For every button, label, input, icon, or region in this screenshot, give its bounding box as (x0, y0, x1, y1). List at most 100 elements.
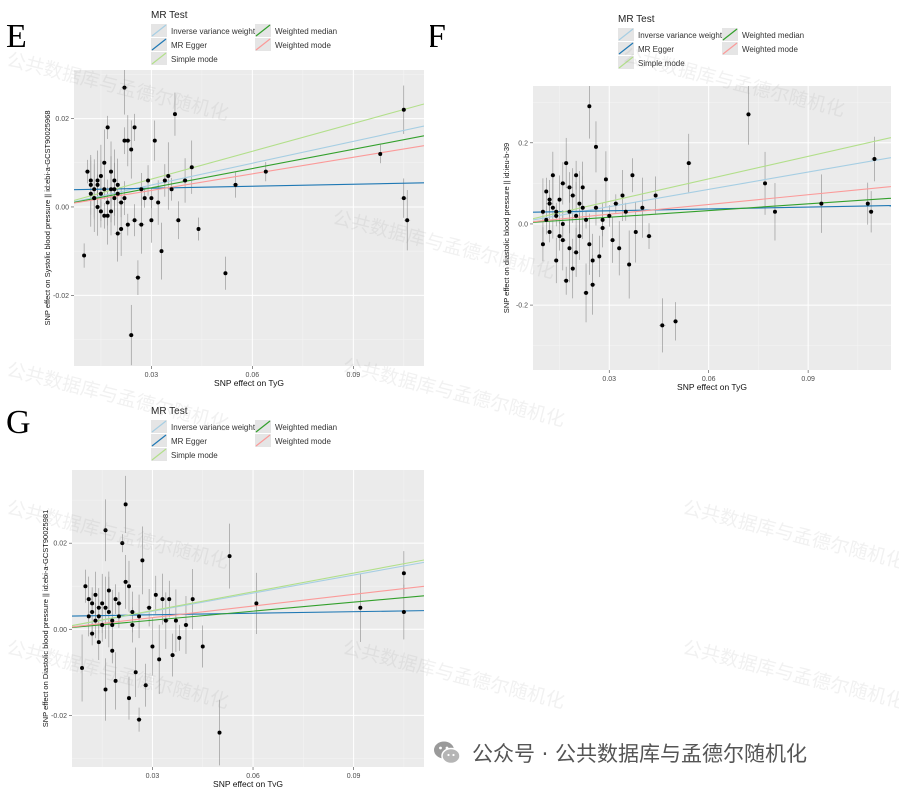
legend-item: MR Egger (151, 38, 207, 51)
legend-title: MR Test (151, 10, 188, 21)
snp-point (560, 181, 565, 186)
snp-point (143, 683, 148, 688)
legend-key (151, 38, 167, 51)
snp-point (125, 222, 130, 227)
mr-line-inverse-variance-weighted (74, 125, 424, 203)
snp-point (570, 266, 575, 271)
snp-point (554, 258, 559, 263)
snp-point (263, 169, 268, 174)
mr-line-weighted-median (533, 197, 891, 223)
figure-panel-f: MR Test Inverse variance weighted MR Egger… (502, 0, 897, 392)
mr-line-weighted-mode (533, 186, 891, 223)
snp-point (567, 246, 572, 251)
snp-point (95, 204, 100, 209)
snp-point (686, 161, 691, 166)
y-tick-label: 0.0 (518, 221, 528, 228)
snp-point (133, 670, 138, 675)
snp-point (152, 138, 157, 143)
snp-point (183, 178, 188, 183)
snp-point (217, 730, 222, 735)
figure-panel-g: MR Test Inverse variance weighted MR Egger… (36, 394, 430, 789)
snp-point (95, 178, 100, 183)
snp-point (233, 182, 238, 187)
legend-key (722, 28, 738, 41)
snp-point (183, 622, 188, 627)
x-tick-label: 0.06 (702, 376, 716, 383)
snp-point (378, 151, 383, 156)
snp-point (113, 678, 118, 683)
snp-point (90, 610, 95, 615)
legend-key (722, 42, 738, 55)
snp-point (623, 209, 628, 214)
snp-point (540, 242, 545, 247)
snp-point (401, 196, 406, 201)
x-axis-title: SNP effect on TyG (214, 378, 284, 388)
snp-point (140, 558, 145, 563)
legend-key (151, 448, 167, 461)
snp-point (105, 125, 110, 130)
legend-item: Inverse variance weighted (618, 28, 731, 41)
snp-point (772, 209, 777, 214)
snp-point (129, 333, 134, 338)
legend-key (255, 434, 271, 447)
snp-point (617, 246, 622, 251)
snp-point (590, 282, 595, 287)
snp-point (560, 221, 565, 226)
snp-point (630, 173, 635, 178)
snp-point (156, 200, 161, 205)
snp-point (603, 177, 608, 182)
figure-panel-e: MR Test Inverse variance weighted MR Egger… (36, 0, 430, 388)
y-tick-label: 0.02 (53, 541, 67, 548)
snp-point (139, 222, 144, 227)
snp-point (110, 648, 115, 653)
y-tick-label: -0.02 (53, 293, 69, 300)
snp-point (564, 161, 569, 166)
snp-point (540, 209, 545, 214)
legend-key (618, 28, 634, 41)
snp-point (93, 618, 98, 623)
snp-point (110, 618, 115, 623)
legend-label: Simple mode (171, 451, 218, 460)
legend-label: Weighted mode (275, 41, 331, 50)
snp-point (577, 201, 582, 206)
snp-point (872, 157, 877, 162)
snp-point (172, 112, 177, 117)
snp-point (189, 165, 194, 170)
legend-item: Simple mode (151, 52, 218, 65)
snp-point (580, 205, 585, 210)
legend-label: Simple mode (638, 59, 685, 68)
snp-point (358, 605, 363, 610)
snp-point (139, 187, 144, 192)
snp-point (587, 104, 592, 109)
plot-background (533, 86, 891, 370)
snp-point (98, 174, 103, 179)
snp-point (123, 579, 128, 584)
snp-point (746, 112, 751, 117)
snp-point (167, 597, 172, 602)
snp-point (115, 182, 120, 187)
snp-point (83, 584, 88, 589)
mr-line-simple-mode (72, 559, 424, 627)
scatter-chart-f: MR Test Inverse variance weighted MR Egger… (502, 14, 891, 392)
snp-point (557, 197, 562, 202)
snp-point (162, 178, 167, 183)
legend-item: Weighted median (255, 420, 337, 433)
y-tick-label: -0.02 (51, 713, 67, 720)
x-tick-label: 0.06 (246, 773, 260, 780)
snp-point (103, 605, 108, 610)
wechat-icon (434, 741, 461, 765)
snp-point (567, 185, 572, 190)
watermark: 公共数据库与孟德尔随机化 (680, 636, 899, 714)
snp-point (112, 196, 117, 201)
legend-item: Weighted median (255, 24, 337, 37)
snp-point (170, 653, 175, 658)
snp-point (146, 178, 151, 183)
snp-point (112, 187, 117, 192)
snp-point (132, 218, 137, 223)
scatter-chart-e: MR Test Inverse variance weighted MR Egger… (43, 10, 424, 388)
snp-point (82, 253, 87, 258)
legend-label: Weighted median (742, 31, 804, 40)
snp-point (544, 189, 549, 194)
snp-point (593, 205, 598, 210)
plot-background (72, 470, 424, 767)
